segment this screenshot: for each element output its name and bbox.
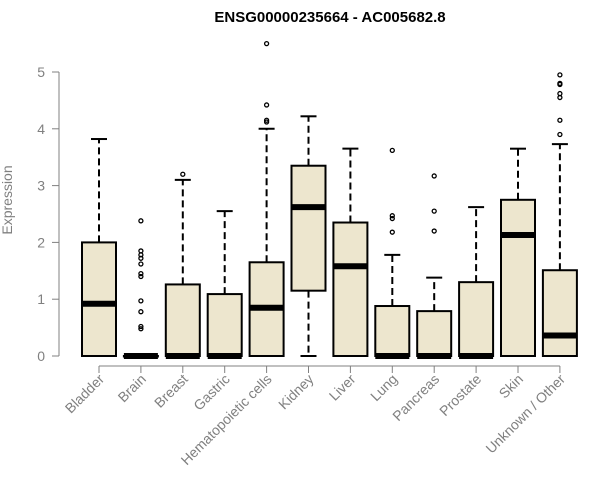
box-group — [81, 138, 117, 357]
box-group — [164, 171, 201, 359]
y-axis: 0 1 2 3 4 5 — [37, 64, 60, 364]
box-group — [122, 218, 159, 359]
box-iqr — [332, 221, 369, 357]
box-group — [206, 210, 243, 359]
box-group — [374, 147, 411, 359]
x-tick-label: Skin — [496, 371, 527, 402]
y-tick-label: 5 — [37, 64, 45, 80]
x-tick-label: Bladder — [62, 371, 108, 417]
box-iqr — [290, 164, 327, 292]
outlier-point — [180, 171, 186, 177]
outlier-point — [389, 215, 395, 222]
box-group — [290, 115, 327, 357]
outlier-point — [138, 248, 144, 254]
outlier-point — [138, 218, 144, 224]
x-tick-label: Liver — [326, 371, 359, 404]
box-group — [541, 72, 578, 357]
box-group — [248, 40, 285, 357]
x-tick-label: Unknown / Other — [482, 371, 568, 457]
box-iqr — [206, 293, 243, 358]
box-group — [458, 206, 495, 359]
x-tick-label: Breast — [151, 371, 191, 411]
x-tick-label: Brain — [115, 371, 149, 405]
box-iqr — [500, 198, 536, 357]
box-group — [332, 147, 369, 357]
outlier-point — [263, 40, 270, 47]
outlier-point — [263, 117, 270, 123]
outlier-point — [431, 173, 437, 179]
outlier-point — [138, 323, 144, 330]
outlier-point — [389, 147, 395, 154]
y-tick-label: 1 — [37, 291, 45, 307]
y-tick-label: 4 — [37, 121, 45, 137]
x-tick-label: Kidney — [275, 371, 317, 413]
x-tick-label: Pancreas — [389, 371, 442, 424]
outlier-point — [138, 273, 144, 280]
outlier-point — [557, 80, 563, 87]
y-tick-label: 3 — [37, 178, 45, 194]
outlier-point — [557, 117, 563, 123]
outlier-point — [431, 208, 437, 214]
outlier-point — [557, 131, 563, 138]
outlier-point — [138, 261, 144, 267]
plot-area — [81, 40, 578, 359]
box-group — [416, 173, 453, 359]
outlier-point — [138, 309, 144, 315]
box-iqr — [416, 310, 453, 357]
box-iqr — [164, 283, 201, 358]
box-group — [500, 147, 536, 357]
outlier-point — [389, 229, 395, 235]
y-tick-label: 0 — [37, 348, 45, 364]
outlier-point — [138, 298, 144, 304]
outlier-point — [557, 72, 563, 78]
outlier-point — [138, 326, 144, 332]
box-iqr — [81, 241, 117, 357]
outlier-point — [431, 228, 437, 234]
outlier-point — [389, 213, 395, 219]
outlier-point — [138, 270, 144, 277]
box-iqr — [458, 281, 495, 357]
chart-title: ENSG00000235664 - AC005682.8 — [214, 9, 445, 26]
x-tick-label: Lung — [367, 371, 400, 404]
x-tick-label: Prostate — [436, 371, 484, 419]
box-iqr — [374, 305, 411, 357]
y-tick-label: 2 — [37, 234, 45, 250]
outlier-point — [263, 102, 270, 108]
box-iqr — [541, 269, 578, 357]
y-axis-label: Expression — [0, 165, 15, 234]
outlier-point — [557, 90, 563, 97]
